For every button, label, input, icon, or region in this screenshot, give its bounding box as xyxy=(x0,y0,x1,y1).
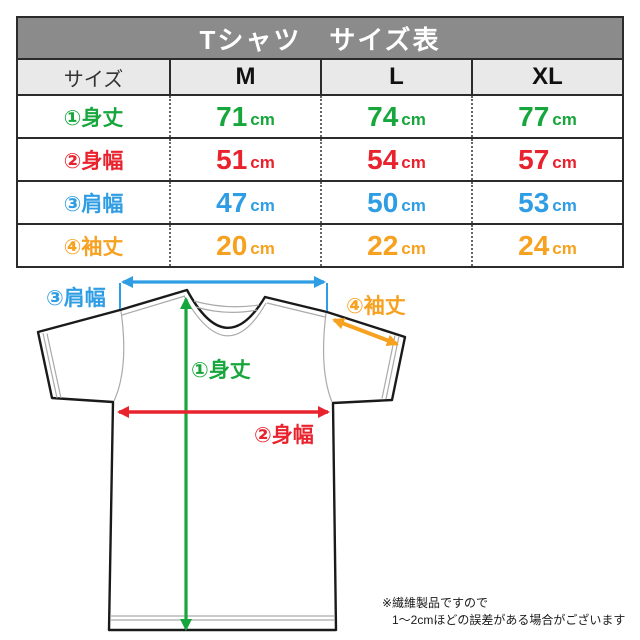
value-cell: 22 cm xyxy=(320,225,471,266)
value-unit: cm xyxy=(552,109,577,129)
header-size-label: サイズ xyxy=(63,68,124,91)
header-col-xl: XL xyxy=(471,60,622,94)
size-table: Tシャツ サイズ表 サイズ M L XL ①身丈 71 cm 74 cm 77 cm … xyxy=(16,16,624,268)
row-label: ④袖丈 xyxy=(63,235,124,259)
table-row-shoulder-width: ③肩幅 47 cm 50 cm 53 cm xyxy=(18,180,622,223)
value-cell: 54 cm xyxy=(320,139,471,180)
shoulder-seam-right xyxy=(266,302,326,318)
cuff-seam-left-2 xyxy=(46,333,62,399)
value-number: 47 xyxy=(216,186,248,218)
value-number: 24 xyxy=(518,229,550,261)
value-cell: 51 cm xyxy=(169,139,320,180)
value-number: 50 xyxy=(367,186,399,218)
value-unit: cm xyxy=(401,109,426,129)
shoulder-width-arrow xyxy=(119,276,328,311)
tshirt-outline xyxy=(36,288,407,632)
diagram-label-shoulder-width: ③肩幅 xyxy=(46,287,106,310)
cuff-seam-left-1 xyxy=(42,332,58,399)
header-col-l: L xyxy=(320,60,471,94)
armhole-seam-left xyxy=(113,310,125,402)
value-unit: cm xyxy=(401,152,426,172)
value-unit: cm xyxy=(552,195,577,215)
back-collar-seam-2 xyxy=(195,306,258,313)
sleeve-length-arrow xyxy=(332,317,399,347)
value-cell: 57 cm xyxy=(471,139,622,180)
value-cell: 50 cm xyxy=(320,182,471,223)
table-row-body-width: ②身幅 51 cm 54 cm 57 cm xyxy=(18,137,622,180)
shoulder-seam-left xyxy=(121,295,186,316)
table-header-row: サイズ M L XL xyxy=(18,58,622,94)
value-cell: 53 cm xyxy=(471,182,622,223)
value-number: 51 xyxy=(216,143,248,175)
value-number: 74 xyxy=(367,100,399,132)
tshirt-diagram xyxy=(36,276,407,632)
cuff-seam-right-1 xyxy=(385,335,400,400)
row-label: ②身幅 xyxy=(63,149,124,173)
value-cell: 24 cm xyxy=(471,225,622,266)
value-number: 53 xyxy=(518,186,550,218)
footnote: ※繊維製品ですので 1～2cmほどの誤差がある場合がございます xyxy=(382,595,625,629)
row-label: ③肩幅 xyxy=(63,192,124,216)
value-unit: cm xyxy=(250,238,275,258)
value-cell: 71 cm xyxy=(169,96,320,137)
footnote-line-2: 1～2cmほどの誤差がある場合がございます xyxy=(392,613,626,627)
value-unit: cm xyxy=(401,195,426,215)
value-unit: cm xyxy=(552,238,577,258)
armhole-seam-right xyxy=(322,312,333,403)
back-collar-seam-1 xyxy=(193,300,260,308)
value-number: 77 xyxy=(518,100,550,132)
table-title-text: Tシャツ サイズ表 xyxy=(199,24,441,55)
footnote-line-1: ※繊維製品ですので xyxy=(382,596,489,610)
value-unit: cm xyxy=(552,152,577,172)
value-number: 20 xyxy=(216,229,248,261)
diagram-label-body-width: ②身幅 xyxy=(254,424,314,447)
value-cell: 77 cm xyxy=(471,96,622,137)
value-unit: cm xyxy=(250,152,275,172)
table-row-body-length: ①身丈 71 cm 74 cm 77 cm xyxy=(18,94,622,137)
value-unit: cm xyxy=(401,238,426,258)
value-number: 71 xyxy=(216,100,248,132)
value-cell: 74 cm xyxy=(320,96,471,137)
diagram-label-sleeve-length: ④袖丈 xyxy=(346,295,406,318)
collar-rib-seam xyxy=(183,295,267,337)
diagram-label-body-length: ①身丈 xyxy=(191,359,251,382)
value-unit: cm xyxy=(250,109,275,129)
value-cell: 47 cm xyxy=(169,182,320,223)
value-unit: cm xyxy=(250,195,275,215)
value-number: 57 xyxy=(518,143,550,175)
value-number: 22 xyxy=(367,229,399,261)
value-number: 54 xyxy=(367,143,399,175)
value-cell: 20 cm xyxy=(169,225,320,266)
table-title: Tシャツ サイズ表 xyxy=(18,18,622,58)
table-row-sleeve-length: ④袖丈 20 cm 22 cm 24 cm xyxy=(18,223,622,266)
row-label: ①身丈 xyxy=(63,106,124,130)
header-col-m: M xyxy=(169,60,320,94)
